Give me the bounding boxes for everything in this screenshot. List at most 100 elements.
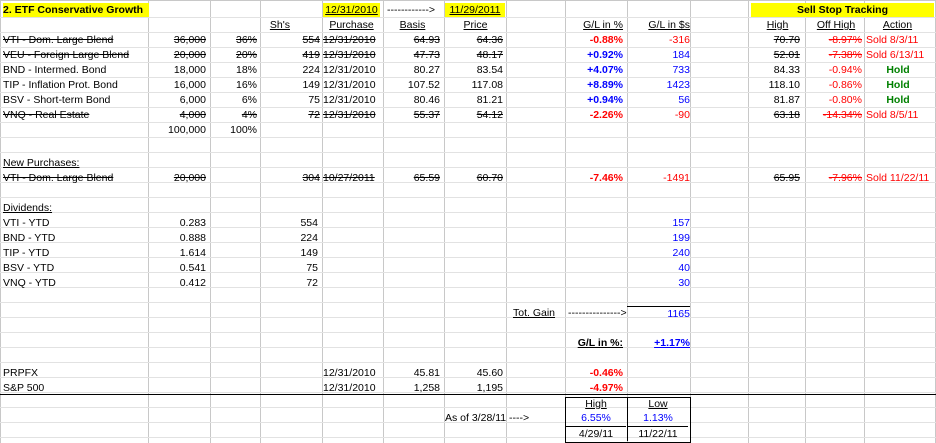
- header-basis[interactable]: Basis: [399, 19, 426, 31]
- benchmark-purchase-date[interactable]: 12/31/2010: [323, 367, 376, 379]
- holding-basis[interactable]: 80.46: [413, 94, 440, 106]
- dividend-name[interactable]: VNQ - YTD: [3, 277, 56, 289]
- holding-amount[interactable]: 20,000: [173, 49, 206, 61]
- holding-amount[interactable]: 18,000: [173, 64, 206, 76]
- holding-action[interactable]: Hold: [886, 94, 910, 106]
- holding-price[interactable]: 48.17: [476, 49, 503, 61]
- holding-basis[interactable]: 80.27: [413, 64, 440, 76]
- holding-price[interactable]: 83.54: [476, 64, 503, 76]
- benchmark-gl-pct[interactable]: -4.97%: [589, 382, 623, 394]
- header-action[interactable]: Action: [882, 19, 913, 31]
- holding-shares[interactable]: 72: [308, 109, 320, 121]
- holding-name[interactable]: VNQ - Real Estate: [3, 109, 90, 121]
- holding-purchase-date[interactable]: 12/31/2010: [323, 109, 376, 121]
- holding-high[interactable]: 84.33: [773, 64, 800, 76]
- dividend-total[interactable]: 30: [678, 277, 690, 289]
- stop-tracking-title[interactable]: Sell Stop Tracking: [751, 3, 934, 17]
- new-purchase-date[interactable]: 10/27/2011: [323, 172, 375, 184]
- holding-high[interactable]: 63.18: [773, 109, 800, 121]
- new-purchase-gl-pct[interactable]: -7.46%: [589, 172, 623, 184]
- header-shares[interactable]: Sh's: [269, 19, 290, 31]
- holding-purchase-date[interactable]: 12/31/2010: [323, 64, 376, 76]
- holding-off-high[interactable]: -0.94%: [828, 64, 862, 76]
- holding-price[interactable]: 81.21: [476, 94, 503, 106]
- holding-basis[interactable]: 64.93: [413, 34, 440, 46]
- benchmark-price[interactable]: 45.60: [476, 367, 503, 379]
- benchmark-gl-pct[interactable]: -0.46%: [589, 367, 623, 379]
- range-high-label[interactable]: High: [585, 398, 607, 410]
- tot-gain-label[interactable]: Tot. Gain: [512, 307, 556, 319]
- holding-shares[interactable]: 419: [302, 49, 320, 61]
- header-price[interactable]: Price: [463, 19, 488, 31]
- dividend-total[interactable]: 199: [672, 232, 690, 244]
- holding-gl-dollars[interactable]: -90: [674, 109, 690, 121]
- new-purchase-amount[interactable]: 20,000: [173, 172, 206, 184]
- holding-amount[interactable]: 36,000: [173, 34, 206, 46]
- header-start-date[interactable]: 12/31/2010: [323, 3, 380, 17]
- holding-action[interactable]: Sold 8/5/11: [866, 109, 919, 121]
- tot-gain-value[interactable]: 1165: [627, 306, 690, 321]
- holding-purchase-date[interactable]: 12/31/2010: [323, 49, 376, 61]
- holding-pct[interactable]: 4%: [241, 109, 257, 121]
- holding-name[interactable]: TIP - Inflation Prot. Bond: [3, 79, 118, 91]
- dividend-per-share[interactable]: 0.888: [179, 232, 206, 244]
- holding-gl-pct[interactable]: +8.89%: [587, 79, 623, 91]
- gl-total-value[interactable]: +1.17%: [654, 337, 690, 349]
- range-high-date[interactable]: 4/29/11: [566, 426, 626, 441]
- range-low-date[interactable]: 11/22/11: [628, 426, 688, 441]
- holding-price[interactable]: 64.36: [476, 34, 503, 46]
- dividends-label[interactable]: Dividends:: [3, 202, 53, 214]
- holding-basis[interactable]: 107.52: [407, 79, 440, 91]
- holding-gl-dollars[interactable]: 733: [672, 64, 690, 76]
- dividend-per-share[interactable]: 0.541: [179, 262, 206, 274]
- total-amount[interactable]: 100,000: [168, 124, 206, 136]
- holding-gl-dollars[interactable]: -316: [668, 34, 690, 46]
- header-high[interactable]: High: [766, 19, 789, 31]
- holding-gl-pct[interactable]: -0.88%: [589, 34, 623, 46]
- holding-pct[interactable]: 6%: [241, 94, 257, 106]
- holding-gl-pct[interactable]: +0.92%: [587, 49, 623, 61]
- sheet-title[interactable]: 2. ETF Conservative Growth: [3, 3, 149, 17]
- holding-amount[interactable]: 6,000: [179, 94, 206, 106]
- dividend-per-share[interactable]: 0.412: [179, 277, 206, 289]
- holding-high[interactable]: 81.87: [773, 94, 800, 106]
- dividend-shares[interactable]: 72: [306, 277, 318, 289]
- holding-high[interactable]: 52.01: [773, 49, 800, 61]
- dividend-shares[interactable]: 554: [300, 217, 318, 229]
- holding-action[interactable]: Sold 6/13/11: [866, 49, 925, 61]
- dividend-shares[interactable]: 224: [300, 232, 318, 244]
- new-purchase-price[interactable]: 60.70: [476, 172, 503, 184]
- benchmark-purchase-date[interactable]: 12/31/2010: [323, 382, 376, 394]
- holding-gl-pct[interactable]: -2.26%: [589, 109, 623, 121]
- holding-pct[interactable]: 16%: [235, 79, 257, 91]
- holding-shares[interactable]: 75: [308, 94, 320, 106]
- holding-name[interactable]: VTI - Dom. Large Blend: [3, 34, 114, 46]
- holding-high[interactable]: 70.70: [773, 34, 800, 46]
- as-of-label[interactable]: As of 3/28/11 ---->: [445, 412, 530, 424]
- holding-purchase-date[interactable]: 12/31/2010: [323, 79, 376, 91]
- holding-off-high[interactable]: -7.38%: [828, 49, 862, 61]
- header-purchase[interactable]: Purchase: [329, 19, 374, 31]
- holding-amount[interactable]: 16,000: [173, 79, 206, 91]
- holding-pct[interactable]: 20%: [235, 49, 257, 61]
- holding-amount[interactable]: 4,000: [179, 109, 206, 121]
- tot-gain-arrow[interactable]: --------------->: [568, 307, 627, 319]
- benchmark-basis[interactable]: 1,258: [413, 382, 440, 394]
- gl-total-label[interactable]: G/L in %:: [577, 337, 623, 349]
- holding-gl-dollars[interactable]: 56: [678, 94, 690, 106]
- holding-shares[interactable]: 224: [302, 64, 320, 76]
- holding-off-high[interactable]: -0.80%: [828, 94, 862, 106]
- header-gl-dollars[interactable]: G/L in $s: [648, 19, 690, 31]
- holding-gl-pct[interactable]: +0.94%: [587, 94, 623, 106]
- holding-price[interactable]: 117.08: [471, 79, 503, 91]
- holding-shares[interactable]: 149: [302, 79, 320, 91]
- holding-name[interactable]: BND - Intermed. Bond: [3, 64, 107, 76]
- new-purchase-basis[interactable]: 65.59: [413, 172, 440, 184]
- range-low-value[interactable]: 1.13%: [643, 412, 673, 424]
- new-purchase-off-high[interactable]: -7.96%: [828, 172, 862, 184]
- holding-purchase-date[interactable]: 12/31/2010: [323, 34, 376, 46]
- dividend-name[interactable]: BSV - YTD: [3, 262, 55, 274]
- new-purchases-label[interactable]: New Purchases:: [3, 157, 80, 169]
- benchmark-name[interactable]: PRPFX: [3, 367, 39, 379]
